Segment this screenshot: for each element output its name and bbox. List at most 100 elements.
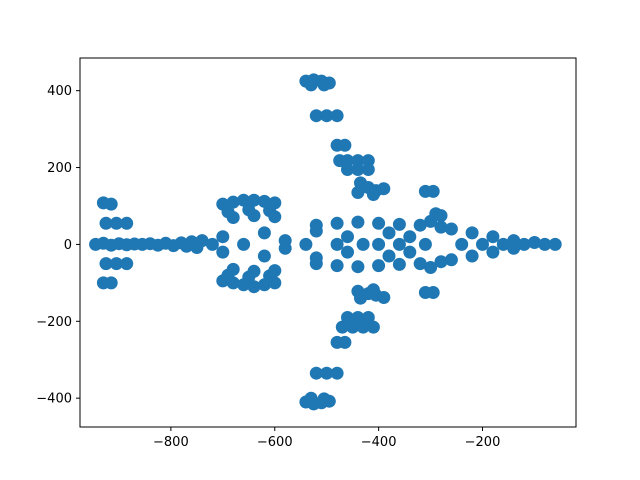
scatter-point (418, 237, 432, 251)
scatter-point (120, 257, 134, 271)
scatter-point (341, 311, 354, 324)
scatter-point (372, 237, 386, 251)
scatter-point (268, 264, 282, 278)
scatter-point (455, 237, 469, 251)
scatter-point (309, 109, 323, 123)
scatter-point (424, 261, 438, 274)
y-tick-label: −200 (36, 315, 72, 330)
scatter-point (413, 218, 427, 232)
scatter-point (361, 311, 375, 324)
scatter-point (361, 154, 375, 168)
x-tick-label: −800 (153, 435, 189, 450)
scatter-point (247, 280, 261, 294)
scatter-point (366, 283, 380, 297)
scatter-point (335, 320, 349, 334)
scatter-point (434, 255, 448, 269)
scatter-point (538, 237, 552, 251)
scatter-point (330, 109, 344, 123)
scatter-point (104, 197, 118, 211)
scatter-point (120, 216, 134, 230)
scatter-point (392, 217, 406, 231)
scatter-point (548, 237, 562, 251)
scatter-point (205, 237, 219, 251)
scatter-point (309, 251, 323, 265)
scatter-point (377, 291, 391, 304)
scatter-point (351, 260, 365, 274)
scatter-point (330, 259, 344, 273)
scatter-point (341, 230, 354, 244)
x-tick-label: −400 (361, 435, 397, 450)
scatter-point (247, 264, 261, 278)
scatter-point (392, 257, 406, 271)
scatter-point (507, 241, 521, 255)
scatter-point (278, 241, 292, 255)
scatter-point (317, 78, 331, 92)
scatter-point (496, 237, 510, 251)
scatter-point (351, 186, 365, 199)
scatter-point (351, 311, 365, 324)
scatter-point (330, 366, 344, 380)
scatter-point (257, 226, 271, 240)
scatter-point (330, 237, 344, 251)
scatter-point (247, 193, 261, 207)
scatter-point (99, 257, 113, 271)
scatter-point (413, 257, 427, 271)
scatter-point (351, 154, 365, 168)
scatter-point (226, 195, 240, 209)
scatter-point (346, 320, 360, 334)
scatter-point (341, 245, 354, 259)
scatter-point (351, 215, 365, 229)
scatter-point (304, 391, 318, 405)
scatter-point (372, 259, 386, 273)
scatter-point (382, 226, 396, 240)
y-tick-label: 0 (64, 238, 72, 253)
scatter-point (268, 210, 282, 224)
scatter-point (216, 245, 230, 259)
scatter-point (426, 286, 440, 299)
scatter-point (517, 237, 531, 251)
scatter-point (195, 234, 209, 248)
y-tick-label: 400 (47, 84, 72, 99)
scatter-point (330, 216, 344, 230)
scatter-point (382, 249, 396, 263)
scatter-point (476, 237, 489, 251)
scatter-point (299, 237, 313, 251)
y-tick-label: −400 (36, 392, 72, 407)
scatter-point (317, 392, 331, 406)
scatter-point (320, 366, 334, 380)
scatter-point (304, 78, 318, 92)
scatter-point (434, 209, 448, 223)
y-axis: 400 200 0 −200 −400 (36, 84, 80, 407)
scatter-point (528, 236, 541, 249)
scatter-point (377, 182, 391, 196)
scatter-point (226, 211, 240, 224)
scatter-point (366, 320, 380, 334)
scatter-point (309, 366, 323, 380)
scatter-point (320, 109, 334, 123)
scatter-point (338, 335, 352, 349)
scatter-point (109, 257, 123, 271)
scatter-point (341, 163, 354, 176)
scatter-point (444, 222, 458, 236)
scatter-point (372, 216, 386, 230)
x-axis: −800 −600 −400 −200 (153, 427, 500, 450)
scatter-point (237, 193, 251, 207)
scatter-point (403, 245, 417, 259)
scatter-point (341, 154, 354, 168)
scatter-point (403, 230, 417, 244)
scatter-point (465, 226, 479, 240)
scatter-point (216, 230, 230, 244)
scatter-point (366, 188, 380, 201)
scatter-point (351, 284, 365, 298)
scatter-point (356, 320, 370, 334)
scatter-point (465, 249, 479, 263)
scatter-point (434, 220, 448, 234)
scatter-point (444, 253, 458, 267)
scatter-point (226, 262, 240, 276)
scatter-point (361, 163, 375, 176)
x-tick-label: −200 (465, 435, 501, 450)
scatter-point (426, 184, 440, 198)
x-tick-label: −600 (257, 435, 293, 450)
scatter-point (247, 209, 261, 223)
